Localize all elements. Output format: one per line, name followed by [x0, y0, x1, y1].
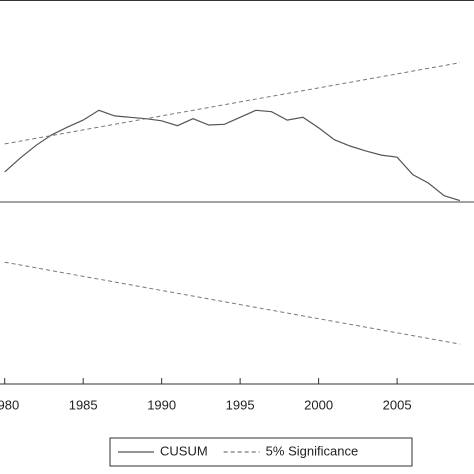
legend-box [109, 437, 413, 467]
significance-upper [4, 62, 460, 145]
cusum-line [4, 109, 461, 202]
legend-label: 5% Significance [266, 443, 359, 458]
x-tick-label: 2000 [304, 397, 333, 412]
x-tick-label: 1995 [226, 397, 255, 412]
significance-lower [4, 261, 460, 345]
legend-label: CUSUM [160, 443, 208, 458]
x-tick-label: 1980 [0, 397, 19, 412]
x-tick-label: 2005 [383, 397, 412, 412]
x-tick-label: 1990 [147, 397, 176, 412]
x-tick-label: 1985 [69, 397, 98, 412]
